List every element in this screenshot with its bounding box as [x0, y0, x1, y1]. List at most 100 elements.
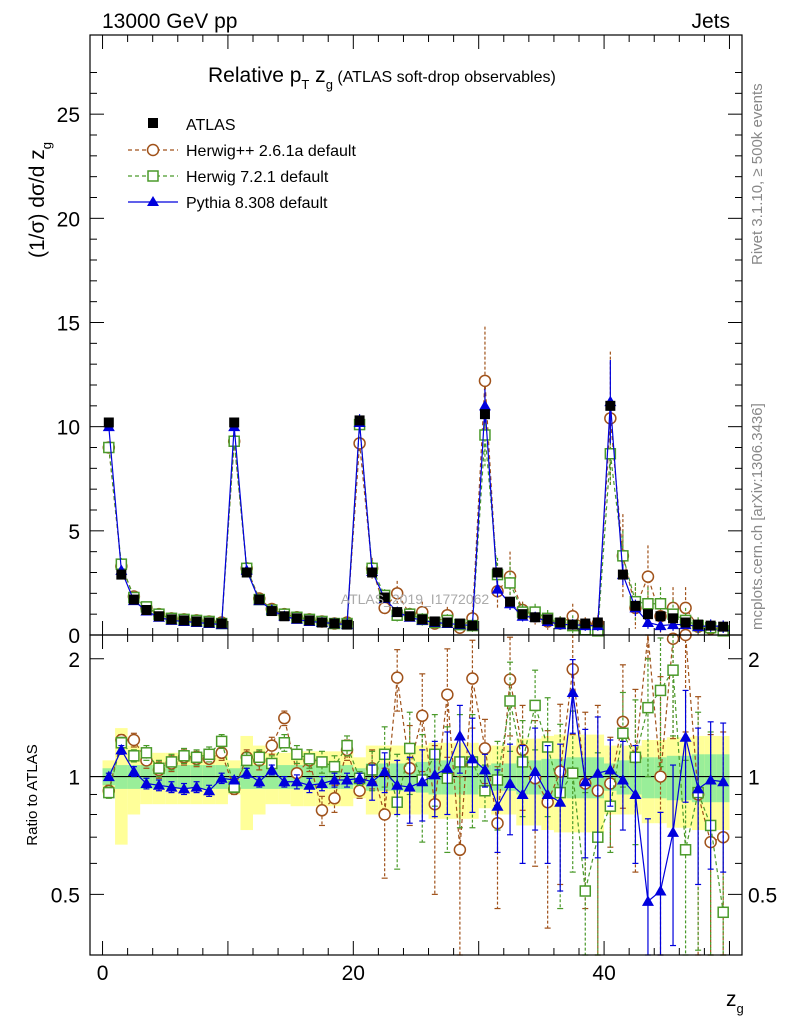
ratio-point-3 [378, 765, 391, 777]
ratio-point-3 [717, 775, 730, 787]
ratio-point-3 [566, 686, 579, 697]
main-point-0 [342, 619, 353, 630]
ratio-point-2 [153, 762, 165, 775]
ratio-point-3 [679, 731, 692, 742]
main-point-0 [392, 607, 403, 618]
main-point-0 [204, 617, 215, 628]
ratio-point-3 [278, 775, 291, 787]
ratio-point-2 [679, 844, 692, 856]
legend: ATLAS Herwig++ 2.6.1a default Herwig 7.2… [128, 117, 356, 212]
ratio-point-3 [228, 773, 241, 785]
main-panel-series [102, 326, 730, 637]
main-line-1 [108, 380, 724, 630]
main-point-0 [454, 618, 465, 629]
ratio-point-1 [478, 742, 492, 755]
main-point-0 [116, 569, 127, 580]
ratio-point-2 [617, 727, 629, 740]
ratio-point-3 [391, 779, 404, 790]
ratio-point-3 [215, 772, 228, 783]
main-point-0 [505, 596, 516, 607]
ratio-point-3 [315, 777, 328, 789]
main-point-0 [141, 605, 152, 615]
title-main: Relative p [208, 64, 301, 87]
main-point-2 [479, 429, 491, 441]
ratio-ytick-label-right: 1 [748, 767, 760, 790]
ratio-point-2 [529, 699, 541, 712]
ratio-point-3 [240, 767, 253, 778]
main-point-3 [478, 399, 491, 411]
ratio-point-3 [428, 768, 441, 780]
main-point-0 [580, 618, 591, 629]
ratio-point-1 [390, 671, 404, 684]
main-point-1 [353, 437, 366, 450]
legend-entry-herwigpp: Herwig++ 2.6.1a default [128, 143, 356, 160]
ratio-frame [89, 634, 743, 956]
ratio-point-3 [529, 765, 542, 777]
ratio-point-3 [152, 779, 165, 790]
header-left: 13000 GeV pp [102, 10, 237, 33]
ratio-point-3 [453, 729, 466, 741]
main-point-0 [567, 619, 578, 630]
main-point-0 [530, 612, 541, 623]
ratio-point-2 [579, 885, 592, 897]
ratio-point-2 [303, 753, 316, 765]
ratio-point-2 [291, 748, 303, 761]
main-point-1 [641, 570, 655, 583]
ratio-line-1 [108, 634, 724, 850]
main-point-0 [479, 409, 490, 420]
main-ylabel-sub: g [39, 142, 54, 149]
ratio-point-1 [265, 739, 279, 752]
ratio-point-3 [541, 788, 554, 799]
main-point-0 [630, 600, 641, 611]
title-z: z [309, 64, 325, 87]
ratio-point-3 [641, 895, 654, 906]
ratio-point-3 [366, 775, 379, 787]
ratio-point-2 [190, 751, 203, 764]
ratio-point-2 [215, 735, 228, 748]
ratio-band-inner [641, 757, 655, 799]
main-point-1 [390, 587, 404, 600]
ratio-point-3 [303, 779, 316, 790]
xtick-label: 20 [342, 962, 365, 985]
ratio-ytick-label-left: 0.5 [51, 884, 80, 907]
ratio-point-1 [315, 804, 329, 817]
main-point-2 [642, 598, 654, 610]
main-point-0 [592, 617, 603, 628]
ratio-line-2 [108, 668, 724, 913]
ratio-point-1 [666, 632, 680, 645]
main-point-0 [103, 417, 114, 428]
ratio-point-3 [441, 762, 454, 773]
ratio-point-3 [127, 765, 140, 777]
ratio-point-3 [491, 800, 504, 811]
ratio-point-3 [178, 782, 191, 794]
ratio-point-3 [190, 781, 203, 792]
ratio-point-3 [341, 773, 354, 785]
main-point-2 [654, 598, 667, 610]
xlabel: zg [726, 988, 744, 1016]
ratio-point-3 [654, 885, 667, 896]
main-point-0 [693, 619, 704, 630]
legend-entry-pythia: Pythia 8.308 default [128, 195, 328, 212]
ratio-point-3 [704, 773, 717, 785]
ratio-point-3 [616, 773, 629, 785]
main-ytick-label: 0 [68, 625, 80, 648]
ratio-point-1 [353, 784, 366, 797]
main-point-0 [555, 617, 566, 628]
main-point-0 [241, 567, 252, 578]
main-point-0 [642, 609, 653, 620]
mcplots-label: mcplots.cern.ch [arXiv:1306.3436] [749, 403, 766, 630]
legend-marker-herwig7 [147, 170, 159, 182]
ratio-point-1 [328, 792, 341, 805]
main-point-0 [354, 415, 365, 426]
ratio-point-2 [328, 760, 341, 773]
ratio-point-3 [692, 782, 705, 794]
ratio-point-1 [278, 711, 291, 725]
xtick-label: 0 [97, 962, 109, 985]
ratio-point-3 [554, 796, 567, 807]
ratio-point-1 [441, 688, 454, 701]
main-point-0 [179, 615, 190, 626]
ratio-point-3 [604, 763, 617, 775]
ratio-ytick-label-left: 2 [68, 649, 80, 672]
ratio-ytick-label-right: 2 [748, 649, 760, 672]
